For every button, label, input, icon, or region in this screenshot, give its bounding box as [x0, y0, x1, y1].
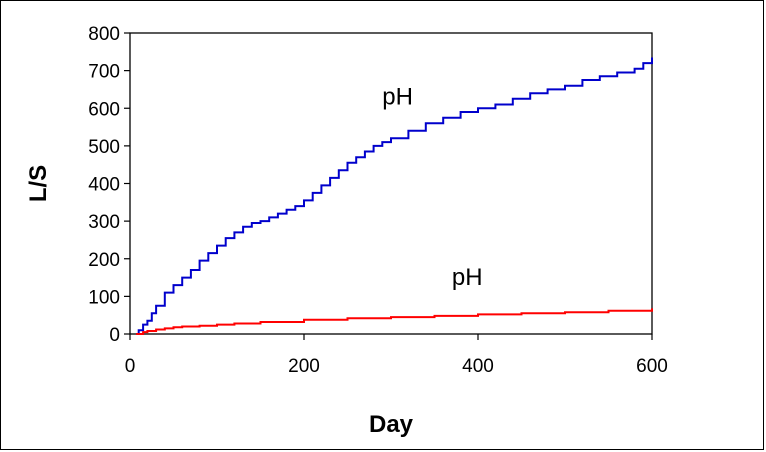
plot-area-border — [129, 32, 653, 335]
plot-area — [129, 32, 653, 335]
x-tick-label: 200 — [288, 356, 320, 377]
series-line-0 — [136, 57, 653, 335]
y-tick-label: 600 — [88, 99, 120, 120]
y-tick-label: 800 — [88, 24, 120, 45]
y-axis-title: L/S — [25, 165, 52, 202]
y-tick-label: 300 — [88, 212, 120, 233]
x-axis-ticks: 0 200 400 600 — [125, 334, 668, 377]
x-tick-label: 600 — [636, 356, 668, 377]
x-tick-label: 0 — [125, 356, 136, 377]
series-label-0: pH — [382, 83, 413, 110]
series-label-1: pH — [452, 264, 483, 291]
x-tick-label: 400 — [462, 356, 494, 377]
series-lines — [136, 57, 653, 335]
y-tick-label: 400 — [88, 175, 120, 196]
y-tick-label: 100 — [88, 287, 120, 308]
y-tick-label: 700 — [88, 62, 120, 83]
y-tick-label: 0 — [109, 325, 120, 346]
y-tick-label: 500 — [88, 137, 120, 158]
series-annotations: pH pH — [382, 83, 482, 291]
y-axis-ticks: 0 100 200 300 400 500 600 700 800 — [88, 24, 130, 346]
x-axis-title: Day — [369, 411, 414, 438]
y-tick-label: 200 — [88, 250, 120, 271]
series-line-1 — [136, 308, 653, 335]
